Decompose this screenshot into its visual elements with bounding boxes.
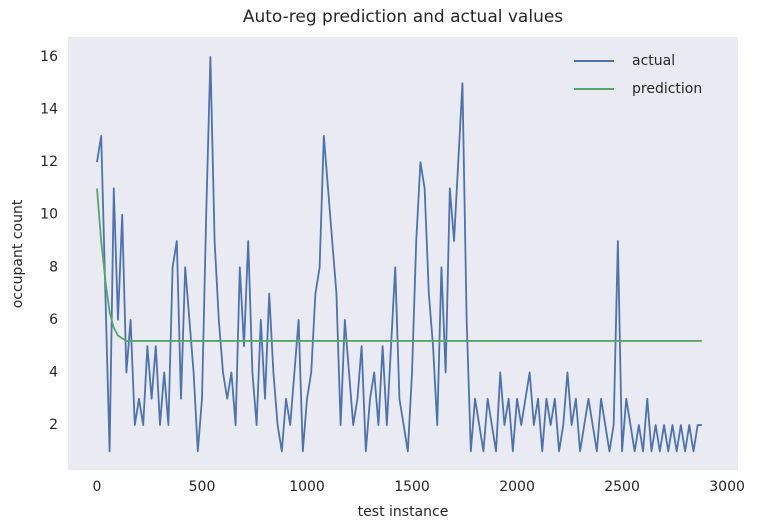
x-tick-label: 500 xyxy=(189,479,216,495)
legend-label: prediction xyxy=(632,81,702,97)
x-tick-label: 0 xyxy=(93,479,102,495)
y-axis-label: occupant count xyxy=(10,199,26,308)
line-prediction xyxy=(96,188,702,342)
y-tick-label: 2 xyxy=(49,417,58,433)
x-axis-label: test instance xyxy=(358,504,449,520)
x-tick-label: 1000 xyxy=(289,479,325,495)
y-tick-label: 8 xyxy=(49,259,58,275)
plot-area xyxy=(68,37,738,470)
y-tick-label: 10 xyxy=(40,207,58,223)
y-tick-label: 6 xyxy=(49,312,58,328)
line-actual xyxy=(96,56,702,453)
y-tick-label: 12 xyxy=(40,154,58,170)
y-tick-label: 4 xyxy=(49,364,58,380)
x-tick-label: 3000 xyxy=(709,479,745,495)
x-tick-label: 2500 xyxy=(604,479,640,495)
x-tick-label: 1500 xyxy=(394,479,430,495)
y-tick-label: 14 xyxy=(40,102,58,118)
x-tick-label: 2000 xyxy=(499,479,535,495)
chart-title: Auto-reg prediction and actual values xyxy=(243,7,563,27)
legend-label: actual xyxy=(632,53,675,69)
y-tick-label: 16 xyxy=(40,49,58,65)
